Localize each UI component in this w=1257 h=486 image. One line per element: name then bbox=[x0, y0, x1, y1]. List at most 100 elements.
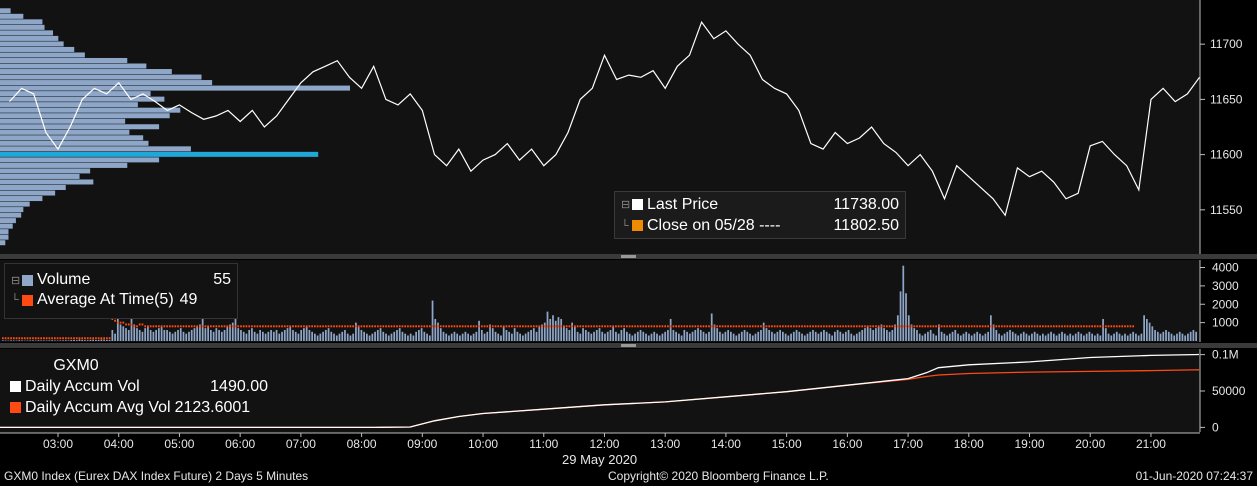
average-marker bbox=[322, 325, 324, 328]
average-marker bbox=[385, 325, 387, 328]
date-label: 29 May 2020 bbox=[562, 452, 638, 467]
volume-bar bbox=[237, 328, 240, 341]
volume-bar bbox=[133, 324, 136, 341]
average-marker bbox=[792, 325, 795, 328]
volume-bar bbox=[672, 329, 675, 341]
volume-bar bbox=[631, 335, 634, 341]
volume-bar bbox=[333, 333, 335, 341]
accum-avg-swatch bbox=[10, 402, 21, 413]
volume-bar bbox=[158, 328, 160, 341]
average-marker bbox=[1085, 325, 1088, 328]
average-marker bbox=[382, 325, 385, 328]
average-marker bbox=[1066, 325, 1069, 328]
volume-bar bbox=[998, 333, 1000, 341]
volume-bar bbox=[278, 333, 281, 341]
volume-bar bbox=[760, 329, 762, 341]
volume-bar bbox=[1156, 331, 1159, 341]
average-marker bbox=[543, 325, 546, 328]
average-marker bbox=[185, 325, 188, 328]
volume-profile-bar bbox=[0, 196, 43, 202]
average-marker bbox=[535, 325, 538, 328]
average-marker bbox=[464, 325, 467, 328]
volume-bar bbox=[516, 331, 519, 341]
average-marker bbox=[366, 325, 368, 328]
average-marker bbox=[398, 325, 401, 328]
average-marker bbox=[1124, 325, 1126, 328]
average-marker bbox=[174, 325, 177, 328]
average-marker bbox=[875, 325, 877, 328]
volume-bar bbox=[376, 329, 379, 341]
volume-bar bbox=[522, 335, 524, 341]
average-marker bbox=[938, 325, 940, 328]
average-marker bbox=[106, 337, 108, 340]
volume-bar bbox=[508, 331, 511, 341]
average-marker bbox=[500, 325, 502, 328]
average-marker bbox=[628, 325, 631, 328]
volume-bar bbox=[1162, 331, 1165, 341]
collapse-toggle-icon[interactable]: ⊟ bbox=[621, 199, 631, 211]
volume-bar bbox=[809, 331, 812, 341]
volume-bar bbox=[1170, 333, 1173, 341]
average-marker bbox=[661, 325, 664, 328]
volume-bar bbox=[823, 329, 825, 341]
volume-bar bbox=[929, 329, 932, 341]
accum-avg-value: 2123.6001 bbox=[174, 398, 251, 416]
average-marker bbox=[984, 325, 987, 328]
volume-bar bbox=[861, 329, 864, 341]
volume-bar bbox=[1074, 333, 1077, 341]
average-marker bbox=[426, 325, 428, 328]
volume-bar bbox=[1085, 333, 1088, 341]
volume-bar bbox=[899, 291, 902, 341]
accum-tick-label: 0 bbox=[1212, 420, 1219, 434]
collapse-toggle-icon[interactable]: ⊟ bbox=[11, 274, 21, 287]
volume-bar bbox=[990, 315, 992, 341]
volume-bar bbox=[316, 335, 319, 341]
volume-bar bbox=[902, 265, 905, 341]
average-marker bbox=[576, 325, 579, 328]
volume-bar bbox=[549, 318, 552, 341]
average-marker bbox=[730, 325, 732, 328]
average-marker bbox=[749, 325, 751, 328]
x-tick-label: 14:00 bbox=[711, 437, 741, 451]
volume-bar bbox=[702, 331, 705, 341]
volume-bar bbox=[732, 333, 735, 341]
average-marker bbox=[445, 325, 448, 328]
volume-bar bbox=[814, 331, 817, 341]
volume-bar bbox=[330, 331, 333, 341]
volume-bar bbox=[190, 329, 193, 341]
accum-vol-label: Daily Accum Vol bbox=[25, 377, 140, 395]
x-tick-label: 10:00 bbox=[468, 437, 498, 451]
volume-bar bbox=[836, 329, 839, 341]
x-tick-label: 08:00 bbox=[347, 437, 377, 451]
x-tick-label: 11:00 bbox=[529, 437, 558, 451]
volume-bar bbox=[319, 333, 322, 341]
volume-bar bbox=[218, 329, 220, 341]
volume-bar bbox=[708, 331, 710, 341]
volume-bar bbox=[147, 326, 149, 341]
volume-bar bbox=[445, 333, 448, 341]
average-marker bbox=[1129, 325, 1132, 328]
volume-profile-bar bbox=[0, 173, 80, 179]
average-marker bbox=[193, 325, 196, 328]
volume-bar bbox=[913, 328, 916, 341]
average-marker bbox=[141, 323, 144, 326]
volume-bar bbox=[598, 328, 601, 341]
volume-bar bbox=[387, 335, 390, 341]
volume-bar bbox=[697, 328, 699, 341]
volume-bar bbox=[883, 328, 885, 341]
volume-bar bbox=[784, 333, 787, 341]
volume-bar bbox=[535, 331, 538, 341]
volume-profile-bar bbox=[0, 107, 181, 113]
volume-bar bbox=[694, 329, 697, 341]
average-marker bbox=[738, 325, 740, 328]
average-marker bbox=[927, 325, 929, 328]
volume-bar bbox=[1094, 335, 1096, 341]
volume-bar bbox=[500, 335, 502, 341]
average-marker bbox=[530, 325, 532, 328]
volume-tick-label: 4000 bbox=[1212, 261, 1239, 275]
average-marker bbox=[516, 325, 519, 328]
average-marker bbox=[396, 325, 398, 328]
average-marker bbox=[658, 325, 661, 328]
average-marker bbox=[67, 337, 70, 340]
volume-bar bbox=[374, 331, 376, 341]
